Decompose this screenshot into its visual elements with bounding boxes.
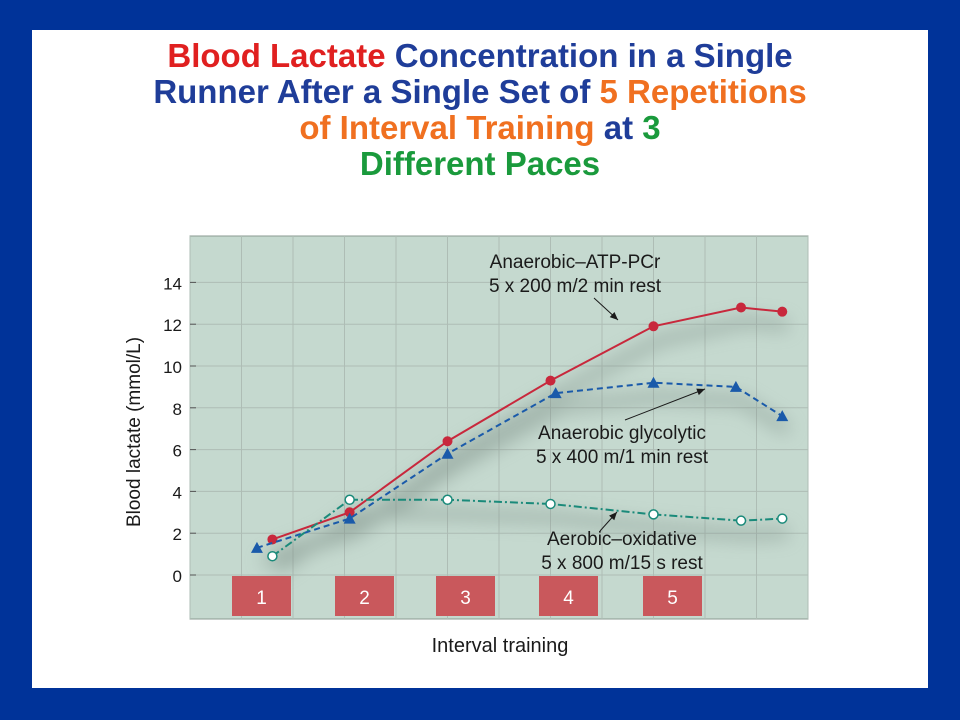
interval-box xyxy=(539,576,598,616)
annotation-arrowhead xyxy=(609,512,617,521)
data-point xyxy=(267,534,278,545)
x-axis-label: Interval training xyxy=(432,635,569,657)
data-point xyxy=(343,512,356,524)
series-annotation-label: 5 x 800 m/15 s rest xyxy=(541,553,703,574)
data-point xyxy=(344,494,355,506)
title-part: of Interval Training xyxy=(299,109,595,146)
data-point xyxy=(777,306,788,317)
annotation-arrowhead xyxy=(696,388,705,396)
interval-label: 2 xyxy=(359,588,370,609)
title-part: Concentration in a Single xyxy=(394,37,793,74)
interval-box xyxy=(232,576,291,616)
data-point xyxy=(777,513,788,524)
data-point xyxy=(647,376,660,388)
annotation-arrowhead xyxy=(609,312,618,320)
slide-title: Blood Lactate Concentration in a Single … xyxy=(32,38,928,182)
series-annotation-label: 5 x 400 m/1 min rest xyxy=(536,447,709,468)
y-tick-label: 8 xyxy=(173,400,182,419)
data-point xyxy=(442,436,453,447)
data-point xyxy=(545,498,556,510)
series-annotation-label: 5 x 200 m/2 min rest xyxy=(489,276,662,297)
y-tick-label: 14 xyxy=(163,274,182,293)
data-point xyxy=(442,494,453,506)
interval-box xyxy=(436,576,495,616)
y-tick-label: 10 xyxy=(163,358,182,377)
series-shadow xyxy=(261,391,791,567)
data-point xyxy=(648,321,659,332)
data-point xyxy=(250,541,263,553)
data-point xyxy=(776,410,789,422)
interval-label: 4 xyxy=(563,588,574,609)
data-point xyxy=(648,509,659,520)
series-annotations: Anaerobic–ATP-PCr 5 x 200 m/2 min rest Ana… xyxy=(489,252,709,574)
interval-box xyxy=(335,576,394,616)
title-line-2: Runner After a Single Set of 5 Repetitio… xyxy=(32,74,928,110)
interval-label: 3 xyxy=(460,588,471,609)
title-part: Blood Lactate xyxy=(167,37,386,74)
title-line-4: Different Paces xyxy=(32,146,928,182)
series-lines xyxy=(250,302,789,562)
series-annotation-label: Anaerobic–ATP-PCr xyxy=(490,252,661,273)
title-line-3: of Interval Training at 3 xyxy=(32,110,928,146)
series-annotation-label: Anaerobic glycolytic xyxy=(538,423,706,444)
title-line-1: Blood Lactate Concentration in a Single xyxy=(32,38,928,74)
title-part: 5 Repetitions xyxy=(599,73,807,110)
title-part: Different Paces xyxy=(359,145,601,182)
y-axis-label: Blood lactate (mmol/L) xyxy=(124,337,145,527)
data-point xyxy=(344,507,355,518)
annotation-arrow-line xyxy=(624,388,706,421)
data-point xyxy=(545,375,556,386)
title-part: at xyxy=(603,109,634,146)
y-tick-label: 0 xyxy=(173,567,182,586)
y-tick-label: 2 xyxy=(173,525,182,544)
y-ticks: 0 2 4 6 8 10 12 14 xyxy=(163,274,196,586)
y-tick-label: 4 xyxy=(173,483,182,502)
data-point xyxy=(729,380,742,392)
data-point xyxy=(735,515,747,526)
data-point xyxy=(549,387,562,399)
y-tick-label: 12 xyxy=(163,316,182,335)
interval-boxes: 1 2 3 4 5 xyxy=(232,576,702,616)
series-annotation-label: Aerobic–oxidative xyxy=(547,529,697,550)
interval-label: 5 xyxy=(667,588,678,609)
interval-label: 1 xyxy=(256,588,267,609)
title-part: Runner After a Single Set of xyxy=(153,73,591,110)
interval-box xyxy=(643,576,702,616)
y-tick-label: 6 xyxy=(173,442,182,461)
data-point xyxy=(441,447,454,459)
data-point xyxy=(267,550,278,562)
title-part: 3 xyxy=(642,109,661,146)
data-point xyxy=(736,302,747,313)
